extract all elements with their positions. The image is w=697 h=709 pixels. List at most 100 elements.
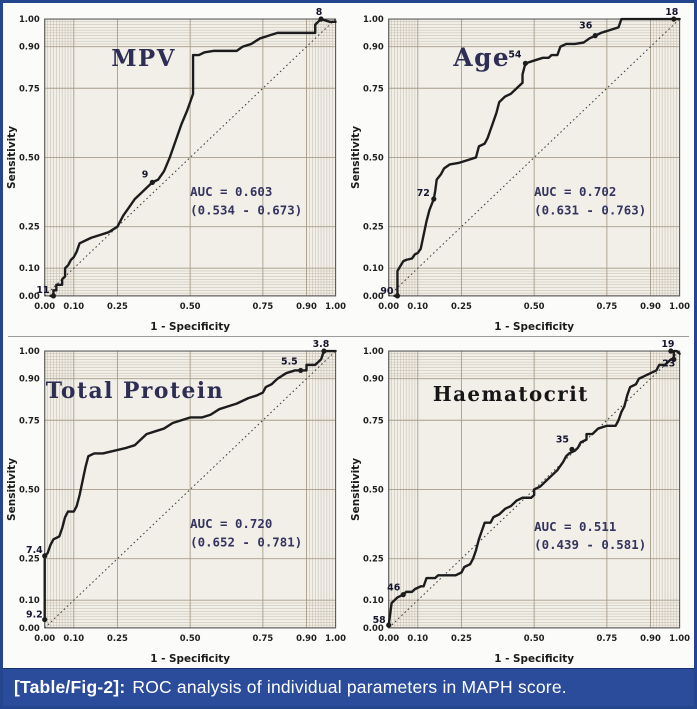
svg-text:0.90: 0.90: [640, 301, 661, 311]
svg-text:0.75: 0.75: [596, 633, 617, 643]
svg-text:0.50: 0.50: [19, 484, 40, 494]
svg-text:0.10: 0.10: [19, 263, 40, 273]
row-divider: [8, 336, 689, 337]
svg-text:18: 18: [665, 7, 678, 18]
svg-text:0.25: 0.25: [107, 633, 128, 643]
svg-text:0.10: 0.10: [19, 595, 40, 605]
svg-text:0.00: 0.00: [378, 633, 399, 643]
svg-text:0.75: 0.75: [19, 83, 40, 93]
roc-chart-total-protein: 9.2 7.4 5.5 3.8 0.000.00 0.10 0.10 0.25 0.25 0.50…: [6, 339, 346, 665]
svg-text:0.00: 0.00: [19, 623, 40, 633]
svg-text:1.00: 1.00: [19, 346, 40, 356]
svg-text:0.10: 0.10: [362, 595, 383, 605]
svg-text:7.4: 7.4: [26, 545, 43, 556]
svg-text:0.50: 0.50: [362, 484, 383, 494]
roc-chart-haematocrit: 58 46 35 19 23 0.000.00 0.10 0.10 0.25 0.25 0.50 0.…: [349, 339, 690, 665]
svg-text:1 - Specificity: 1 - Specificity: [494, 653, 574, 665]
roc-chart-age: 90 72 54 36 18 0.000.00 0.10 0.10 0.25 0.25 0.50 0.…: [349, 7, 690, 333]
svg-text:0.50: 0.50: [523, 301, 544, 311]
svg-text:0.90: 0.90: [296, 301, 317, 311]
svg-text:1.00: 1.00: [669, 301, 690, 311]
svg-text:1.00: 1.00: [362, 346, 383, 356]
svg-text:0.75: 0.75: [252, 301, 273, 311]
svg-text:0.10: 0.10: [63, 633, 84, 643]
svg-text:72: 72: [416, 188, 429, 199]
svg-text:0.75: 0.75: [596, 301, 617, 311]
svg-text:1 - Specificity: 1 - Specificity: [150, 321, 230, 333]
svg-text:9.2: 9.2: [26, 610, 43, 621]
chart-row-bottom: 9.2 7.4 5.5 3.8 0.00 0.00 0.10 0.10 0.25 0.25 0.50…: [5, 337, 692, 668]
svg-text:0.00: 0.00: [34, 633, 55, 643]
svg-text:90: 90: [380, 286, 394, 297]
svg-text:0.10: 0.10: [63, 301, 84, 311]
svg-text:1 - Specificity: 1 - Specificity: [494, 321, 574, 333]
svg-text:1.00: 1.00: [669, 633, 690, 643]
svg-text:0.50: 0.50: [523, 633, 544, 643]
svg-text:Age: Age: [452, 43, 510, 72]
svg-text:1.00: 1.00: [325, 633, 346, 643]
svg-text:0.10: 0.10: [362, 263, 383, 273]
svg-text:36: 36: [579, 21, 593, 32]
roc-panel-mpv: 11 9 8 0.00 0.00 0.10 0.10 0.25 0.25 0.50 0.50 0.75…: [5, 5, 349, 336]
svg-text:0.00: 0.00: [34, 301, 55, 311]
svg-text:54: 54: [508, 49, 522, 60]
svg-text:46: 46: [387, 583, 401, 594]
chart-row-top: 11 9 8 0.00 0.00 0.10 0.10 0.25 0.25 0.50 0.50 0.75…: [5, 5, 692, 336]
svg-text:0.10: 0.10: [407, 301, 428, 311]
svg-text:1.00: 1.00: [325, 301, 346, 311]
svg-text:1.00: 1.00: [19, 14, 40, 24]
svg-text:1 - Specificity: 1 - Specificity: [150, 653, 230, 665]
svg-text:0.25: 0.25: [19, 222, 40, 232]
svg-text:0.25: 0.25: [107, 301, 128, 311]
svg-text:(0.534 - 0.673): (0.534 - 0.673): [190, 202, 302, 217]
svg-text:0.90: 0.90: [296, 633, 317, 643]
roc-panel-total-protein: 9.2 7.4 5.5 3.8 0.00 0.00 0.10 0.10 0.25 0.25 0.50…: [5, 337, 349, 668]
roc-panels-grid: 11 9 8 0.00 0.00 0.10 0.10 0.25 0.25 0.50 0.50 0.75…: [3, 3, 694, 668]
caption-text: ROC analysis of individual parameters in…: [132, 677, 567, 697]
svg-text:0.25: 0.25: [451, 301, 472, 311]
svg-text:AUC = 0.511: AUC = 0.511: [534, 519, 616, 534]
svg-text:0.25: 0.25: [451, 633, 472, 643]
svg-text:0.50: 0.50: [180, 633, 201, 643]
svg-text:0.50: 0.50: [180, 301, 201, 311]
roc-panel-haematocrit: 58 46 35 19 23 0.00 0.00 0.10 0.10 0.25 0.25 0.50 0.…: [349, 337, 693, 668]
svg-text:0.00: 0.00: [19, 291, 40, 301]
svg-text:0.00: 0.00: [378, 301, 399, 311]
svg-text:0.90: 0.90: [19, 42, 40, 52]
svg-text:0.10: 0.10: [407, 633, 428, 643]
svg-text:AUC = 0.702: AUC = 0.702: [534, 184, 616, 199]
svg-text:8: 8: [316, 7, 323, 18]
svg-text:0.50: 0.50: [19, 152, 40, 162]
svg-text:0.50: 0.50: [362, 152, 383, 162]
svg-text:Sensitivity: Sensitivity: [6, 458, 18, 521]
svg-text:Sensitivity: Sensitivity: [349, 458, 361, 521]
svg-text:0.25: 0.25: [19, 554, 40, 564]
svg-text:AUC = 0.720: AUC = 0.720: [190, 516, 272, 531]
svg-text:11: 11: [36, 285, 49, 296]
svg-text:0.00: 0.00: [362, 623, 383, 633]
svg-text:0.25: 0.25: [362, 554, 383, 564]
svg-text:0.90: 0.90: [640, 633, 661, 643]
svg-text:9: 9: [142, 169, 149, 180]
svg-text:(0.631 - 0.763): (0.631 - 0.763): [534, 202, 646, 217]
figure-caption-bar: [Table/Fig-2]: ROC analysis of individua…: [3, 668, 694, 706]
svg-text:5.5: 5.5: [281, 356, 298, 367]
svg-text:0.90: 0.90: [362, 42, 383, 52]
svg-text:Haematocrit: Haematocrit: [432, 382, 588, 406]
svg-text:23: 23: [662, 358, 675, 369]
svg-text:MPV: MPV: [111, 45, 176, 72]
svg-text:3.8: 3.8: [313, 339, 330, 350]
svg-text:(0.652 - 0.781): (0.652 - 0.781): [190, 534, 302, 549]
svg-text:(0.439 - 0.581): (0.439 - 0.581): [534, 537, 646, 552]
svg-text:Total Protein: Total Protein: [46, 378, 224, 404]
svg-text:0.75: 0.75: [19, 415, 40, 425]
roc-chart-mpv: 11 9 8 0.000.00 0.10 0.10 0.25 0.25 0.50 0.50 0.75…: [6, 7, 346, 333]
svg-text:0.75: 0.75: [362, 83, 383, 93]
svg-text:Sensitivity: Sensitivity: [6, 126, 18, 189]
svg-text:19: 19: [661, 339, 674, 350]
svg-text:Sensitivity: Sensitivity: [349, 126, 361, 189]
svg-text:58: 58: [372, 615, 385, 626]
svg-text:0.00: 0.00: [362, 291, 383, 301]
caption-label: [Table/Fig-2]:: [14, 677, 126, 697]
